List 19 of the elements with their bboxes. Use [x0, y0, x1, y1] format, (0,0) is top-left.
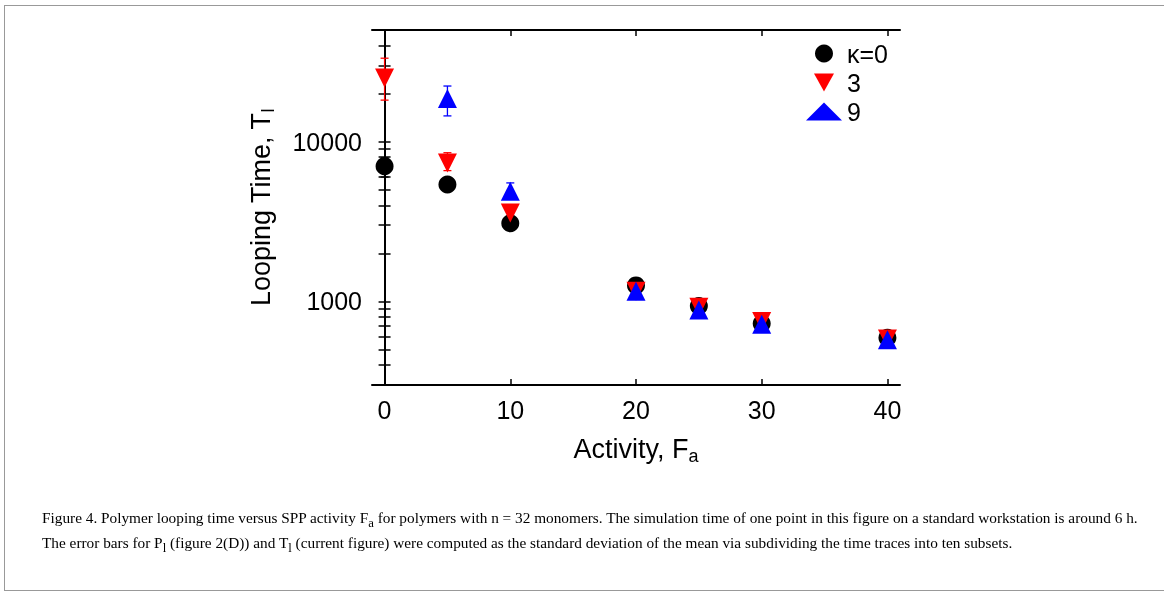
point [375, 157, 394, 176]
x-tick-label: 40 [873, 395, 902, 424]
y-tick-label: 1000 [306, 287, 362, 316]
x-tick-label: 30 [747, 395, 776, 424]
x-tick-label: 20 [622, 395, 650, 424]
point [500, 203, 520, 223]
point [437, 153, 457, 173]
point [375, 68, 395, 88]
point [500, 181, 520, 201]
y-tick-label: 10000 [292, 127, 362, 156]
point [438, 175, 457, 194]
legend-label: 9 [847, 97, 861, 126]
legend-label: 3 [847, 68, 861, 97]
text: Figure 4. Polymer looping time versus SPP activity F$_{a}$ for polymers with n = 32 monomers. The simulation time of one point in this figure on a standard workstation is around 6 h. The error bars for P$_{l}$ (figure 2(D)) and T$_{l}$ (current figure) were computed as the standard deviation of the mean via subdividing the time traces into ten subsets. [42, 509, 1138, 556]
x-tick-label: 0 [377, 395, 392, 424]
y-axis-title: Looping Time, Tl [246, 108, 278, 307]
legend-label: κ=0 [847, 39, 889, 68]
x-tick-label: 10 [496, 395, 525, 424]
point [437, 89, 457, 109]
